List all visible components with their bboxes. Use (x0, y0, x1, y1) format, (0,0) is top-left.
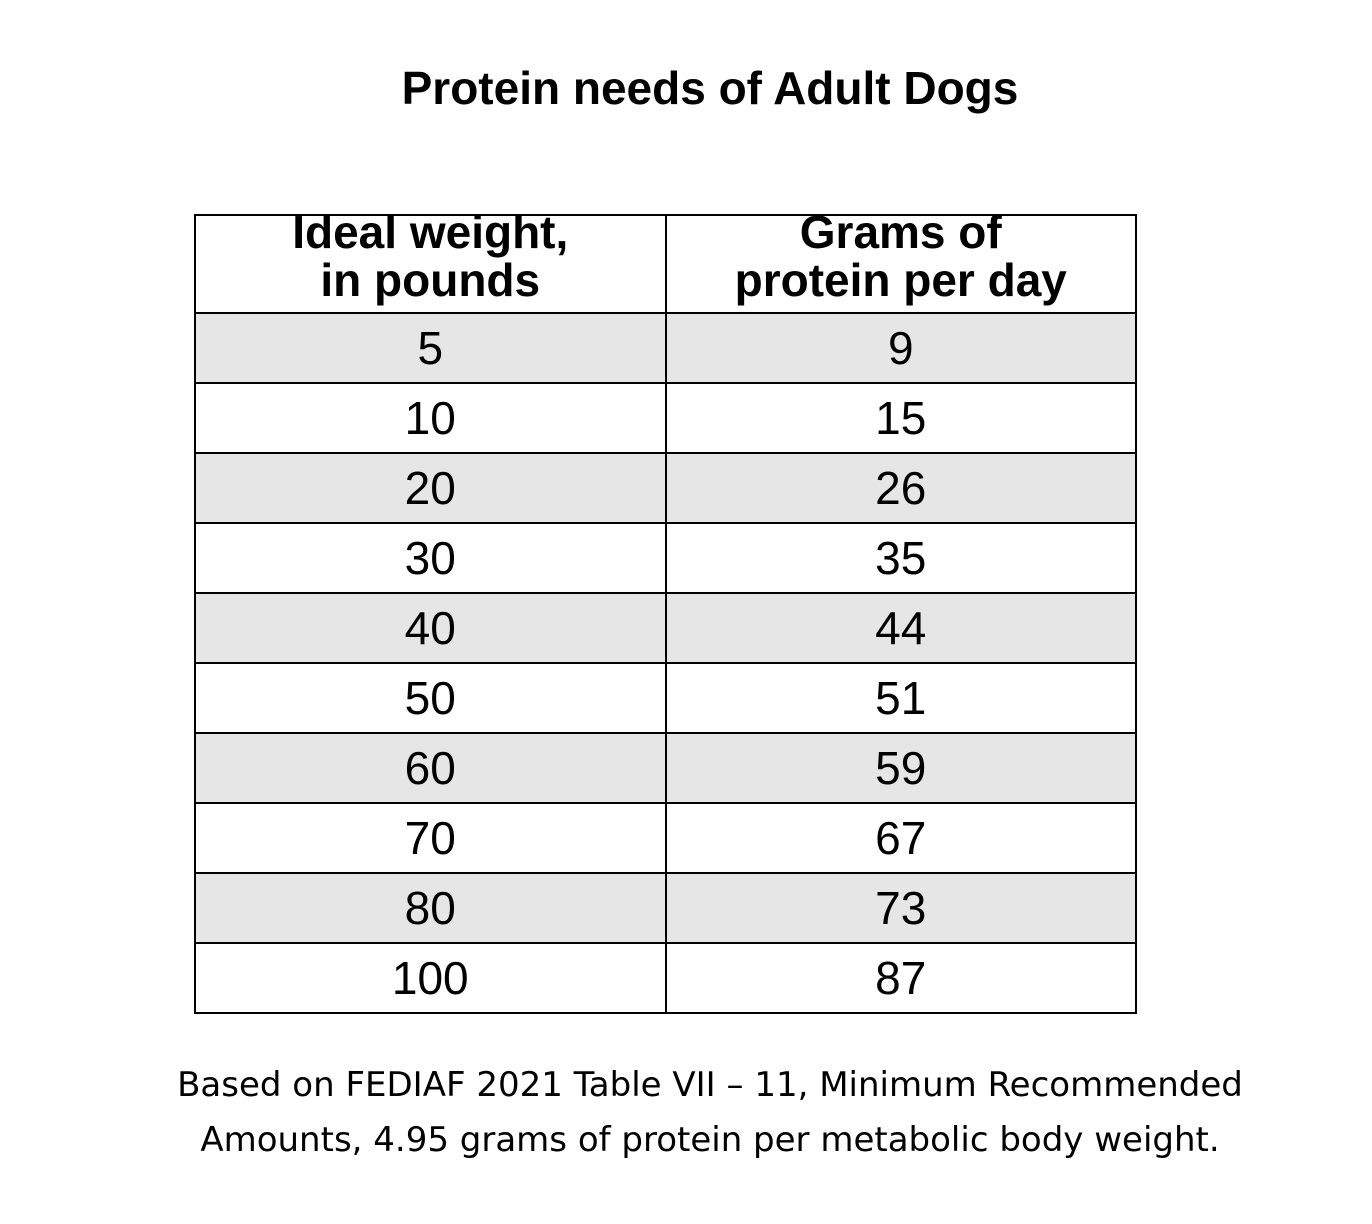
protein-cell: 9 (664, 312, 1137, 384)
protein-cell: 35 (664, 522, 1137, 594)
header-ideal-weight-line2: in pounds (320, 254, 541, 306)
weight-cell: 5 (194, 312, 667, 384)
weight-cell: 60 (194, 732, 667, 804)
weight-cell: 80 (194, 872, 667, 944)
table-row: 60 59 (194, 732, 1137, 804)
protein-cell: 15 (664, 382, 1137, 454)
page-title: Protein needs of Adult Dogs (401, 62, 1019, 114)
weight-cell: 50 (194, 662, 667, 734)
weight-cell: 10 (194, 382, 667, 454)
footnote-line2: Amounts, 4.95 grams of protein per metab… (200, 1120, 1220, 1160)
table-row: 10 15 (194, 382, 1137, 454)
weight-cell: 40 (194, 592, 667, 664)
table-row: 20 26 (194, 452, 1137, 524)
table-row: 30 35 (194, 522, 1137, 594)
protein-cell: 73 (664, 872, 1137, 944)
weight-cell: 70 (194, 802, 667, 874)
protein-cell: 26 (664, 452, 1137, 524)
table-row: 50 51 (194, 662, 1137, 734)
weight-cell: 100 (194, 942, 667, 1014)
header-grams-protein: Grams of protein per day (664, 208, 1137, 314)
protein-cell: 59 (664, 732, 1137, 804)
table-header-row: Ideal weight, in pounds Grams of protein… (194, 208, 1137, 314)
protein-cell: 44 (664, 592, 1137, 664)
weight-cell: 20 (194, 452, 667, 524)
weight-cell: 30 (194, 522, 667, 594)
table-row: 100 87 (194, 942, 1137, 1014)
footnote-line1: Based on FEDIAF 2021 Table VII – 11, Min… (177, 1065, 1243, 1105)
table-row: 40 44 (194, 592, 1137, 664)
protein-cell: 87 (664, 942, 1137, 1014)
table-row: 70 67 (194, 802, 1137, 874)
source-footnote: Based on FEDIAF 2021 Table VII – 11, Min… (0, 1058, 1372, 1168)
header-grams-protein-line2: protein per day (734, 254, 1067, 306)
header-ideal-weight: Ideal weight, in pounds (194, 208, 667, 314)
protein-table: Ideal weight, in pounds Grams of protein… (194, 208, 1137, 1014)
table-row: 80 73 (194, 872, 1137, 944)
header-grams-protein-line1: Grams of (799, 206, 1002, 258)
protein-cell: 67 (664, 802, 1137, 874)
protein-cell: 51 (664, 662, 1137, 734)
header-ideal-weight-line1: Ideal weight, (292, 206, 569, 258)
table-row: 5 9 (194, 312, 1137, 384)
